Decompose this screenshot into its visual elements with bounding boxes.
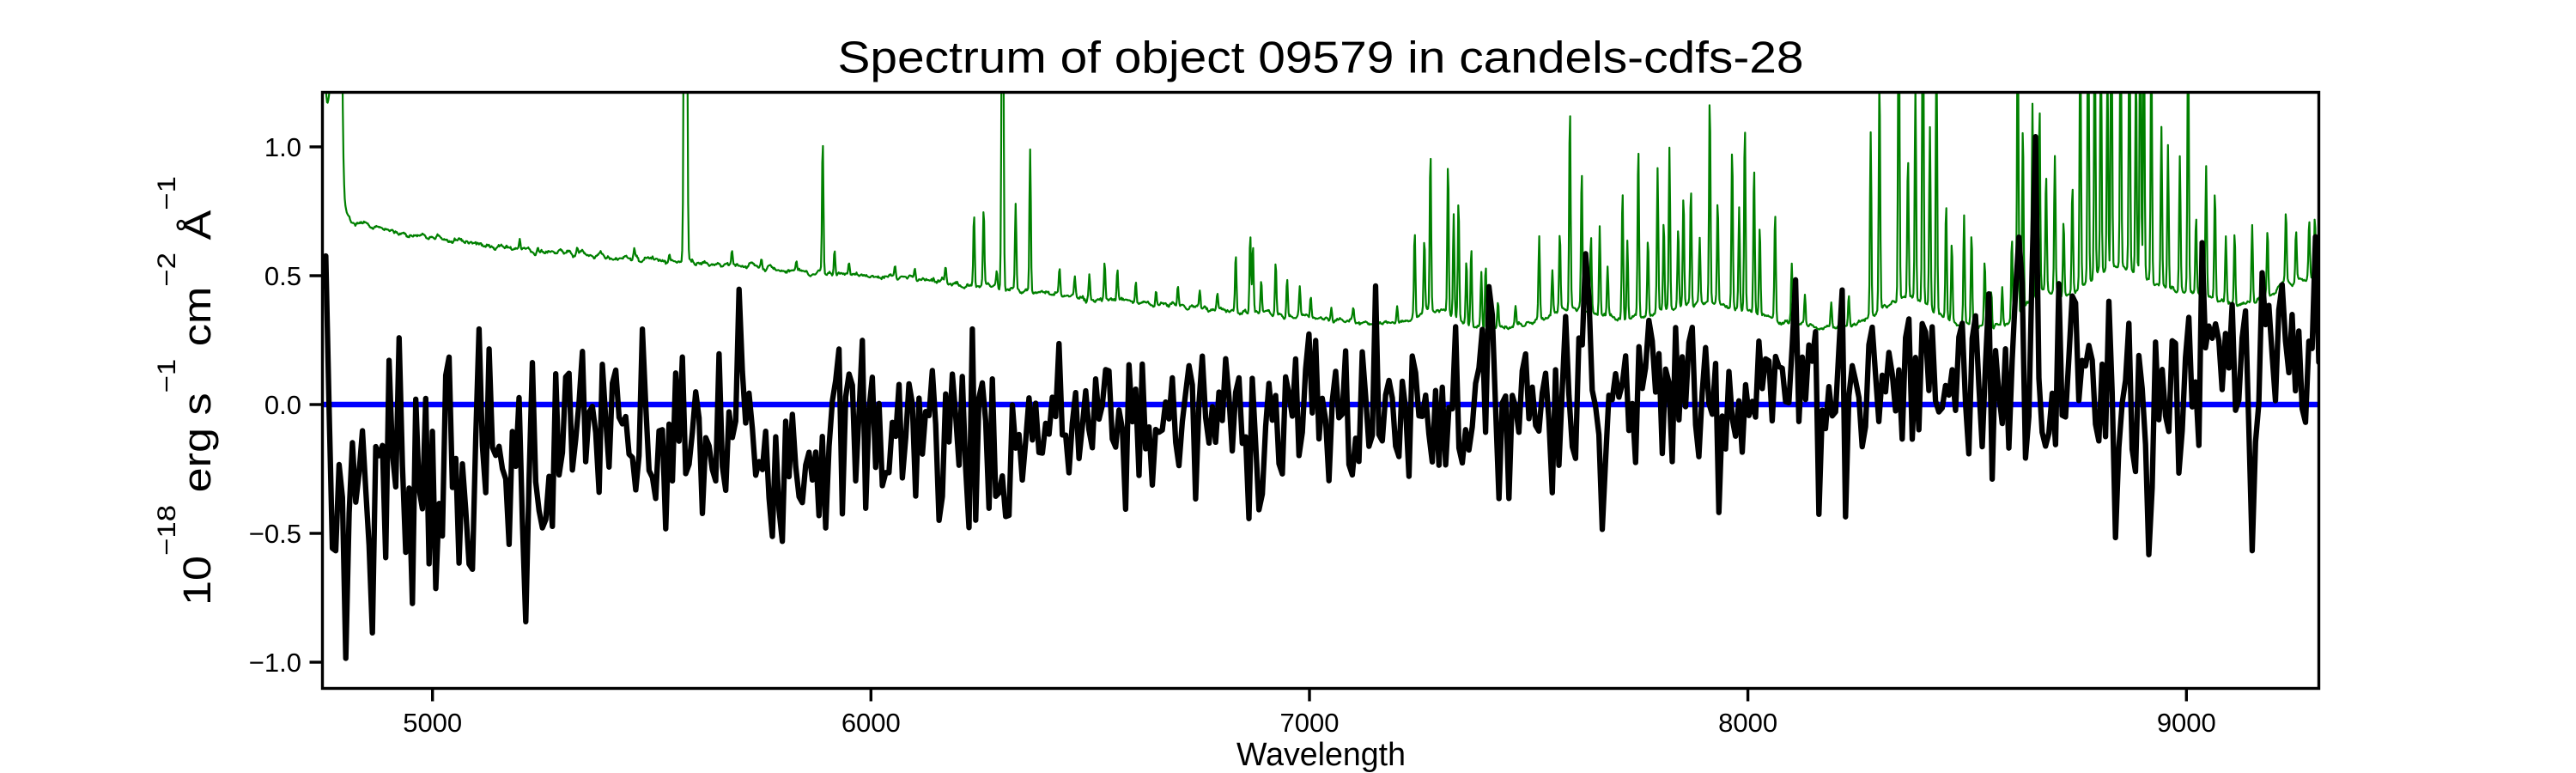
svg-text:9000: 9000 [2157,708,2216,738]
svg-text:8000: 8000 [1718,708,1777,738]
svg-text:1.0: 1.0 [264,132,301,162]
svg-text:7000: 7000 [1280,708,1340,738]
svg-text:0.5: 0.5 [264,261,301,291]
svg-text:6000: 6000 [841,708,901,738]
svg-text:Wavelength: Wavelength [1236,737,1406,773]
svg-text:5000: 5000 [403,708,462,738]
svg-text:Spectrum of object 09579 in ca: Spectrum of object 09579 in candels-cdfs… [838,33,1804,82]
svg-text:0.0: 0.0 [264,390,301,420]
svg-text:−0.5: −0.5 [249,519,301,549]
svg-text:−1.0: −1.0 [249,648,301,678]
